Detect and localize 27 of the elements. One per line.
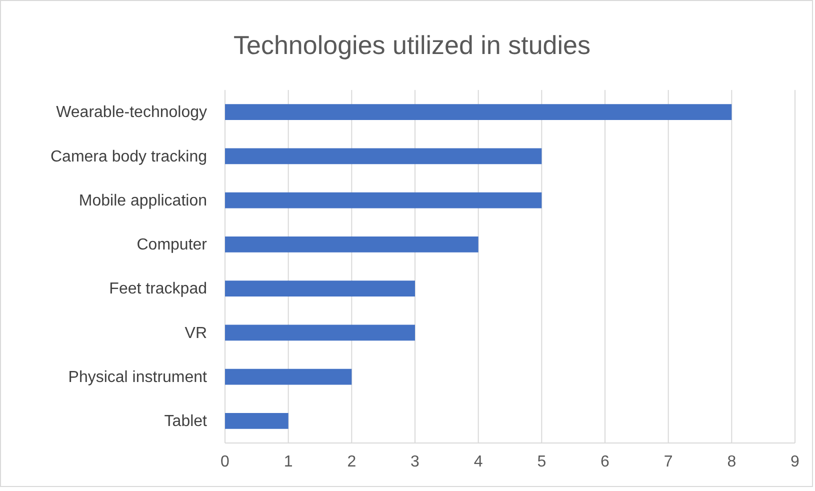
y-tick-label: Mobile application (78, 192, 207, 210)
y-tick-label: Feet trackpad (109, 280, 207, 298)
x-tick-label: 4 (474, 453, 483, 470)
bar (225, 148, 542, 164)
x-tick-label: 0 (220, 453, 230, 470)
x-tick-label: 5 (537, 453, 546, 470)
bar (225, 236, 478, 252)
chart-title: Technologies utilized in studies (234, 30, 590, 60)
x-tick-label: 3 (410, 453, 420, 470)
bar (225, 104, 732, 120)
y-tick-label: Tablet (164, 413, 208, 430)
bar (225, 412, 288, 429)
x-tick-label: 2 (347, 453, 356, 470)
y-tick-label: Camera body tracking (50, 148, 207, 166)
bar (225, 324, 415, 341)
y-tick-label: Physical instrument (68, 368, 208, 386)
x-tick-label: 1 (284, 453, 293, 470)
y-tick-label: Wearable-technology (56, 104, 207, 122)
x-tick-label: 6 (600, 453, 610, 470)
y-tick-label: VR (184, 324, 207, 342)
bar (225, 280, 415, 297)
y-tick-label: Computer (136, 236, 208, 254)
bar (225, 368, 352, 385)
x-tick-label: 9 (790, 453, 800, 470)
x-tick-label: 7 (664, 453, 673, 470)
bar (225, 192, 542, 208)
x-tick-label: 8 (727, 453, 736, 470)
